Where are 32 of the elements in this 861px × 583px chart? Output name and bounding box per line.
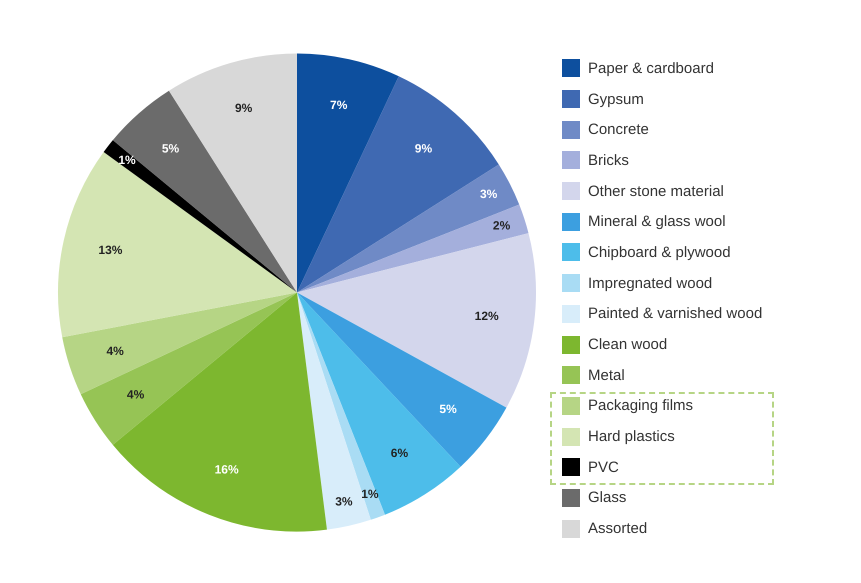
legend-label: Hard plastics <box>588 428 675 446</box>
legend-label: Concrete <box>588 121 649 138</box>
data-label: 1% <box>361 487 379 502</box>
data-label: 4% <box>106 344 124 358</box>
legend-label: Mineral & glass wool <box>588 213 726 230</box>
legend-label: Clean wood <box>588 336 668 354</box>
data-label: 16% <box>214 462 239 477</box>
legend-label: Chipboard & plywood <box>588 244 731 261</box>
data-label: 12% <box>474 308 500 323</box>
legend-label: Other stone material <box>588 182 724 200</box>
data-label: 6% <box>390 446 408 460</box>
legend-label: Painted & varnished wood <box>588 305 762 322</box>
data-label: 4% <box>126 387 145 402</box>
legend-label: Gypsum <box>588 90 644 108</box>
legend-label: Packaging films <box>588 397 694 414</box>
legend-label: PVC <box>588 458 619 476</box>
data-label: 5% <box>439 402 458 416</box>
data-label: 7% <box>330 98 348 112</box>
data-label: 9% <box>414 141 432 156</box>
legend-label: Metal <box>588 366 625 384</box>
data-label: 1% <box>118 152 136 167</box>
data-label: 5% <box>162 141 180 156</box>
legend-label: Impregnated wood <box>588 274 712 292</box>
legend-label: Glass <box>588 489 626 506</box>
data-label: 3% <box>335 494 353 509</box>
legend-label: Assorted <box>588 520 648 538</box>
legend-label: Bricks <box>588 152 629 169</box>
data-label: 13% <box>98 243 123 258</box>
legend-label: Paper & cardboard <box>588 60 714 77</box>
data-label: 9% <box>234 101 253 116</box>
data-label: 2% <box>492 218 511 232</box>
data-label: 3% <box>480 187 498 202</box>
